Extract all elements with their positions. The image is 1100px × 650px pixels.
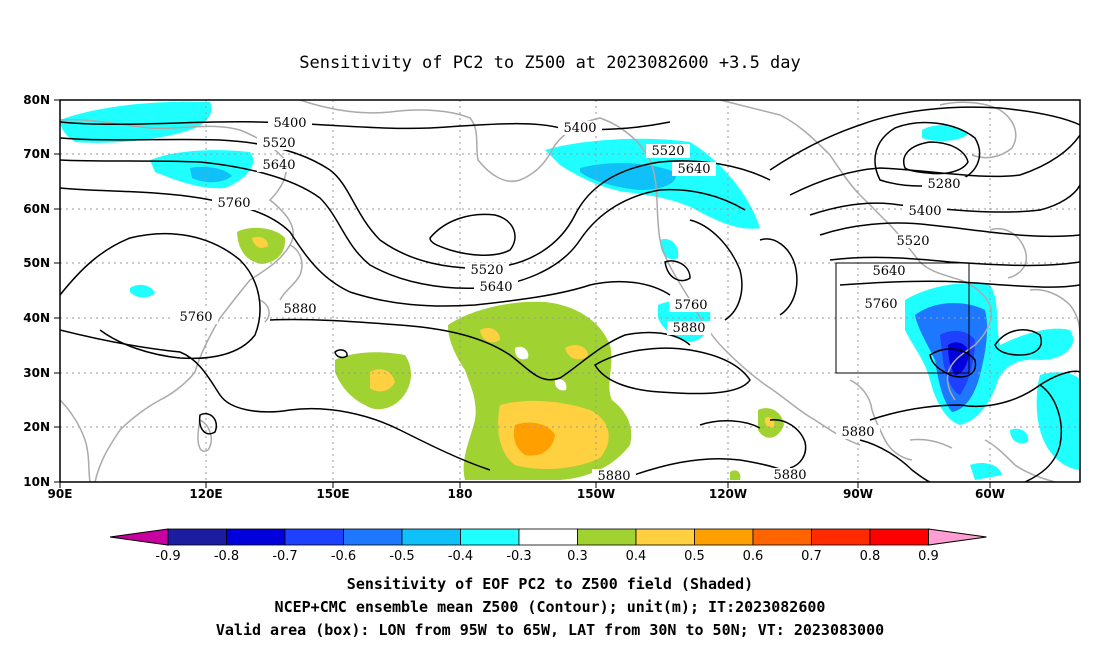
contour-label-5400: 5400 <box>908 204 941 219</box>
contour-label-5760: 5760 <box>674 298 707 313</box>
contour-label-5640: 5640 <box>677 162 710 177</box>
figure-title: Sensitivity of PC2 to Z500 at 2023082600… <box>299 53 801 73</box>
map-gridlines <box>60 100 1080 482</box>
shade-positive-region <box>730 470 741 480</box>
colorbar-label: -0.4 <box>448 549 473 564</box>
colorbar-arrow-low <box>109 528 169 546</box>
colorbar-label: 0.6 <box>743 549 764 564</box>
contour-label-5880: 5880 <box>672 321 705 336</box>
colorbar-swatch <box>694 528 754 546</box>
shade-positive-region <box>480 328 500 343</box>
lat-label: 70N <box>23 147 50 161</box>
colorbar-label: -0.8 <box>214 549 239 564</box>
lat-label: 60N <box>23 202 50 216</box>
caption-line-2: NCEP+CMC ensemble mean Z500 (Contour); u… <box>275 598 826 616</box>
latitude-labels: 80N 70N 60N 50N 40N 30N 20N 10N <box>23 93 50 489</box>
colorbar-swatch <box>343 528 403 546</box>
contour-label-5520: 5520 <box>470 263 503 278</box>
lat-label: 20N <box>23 420 50 434</box>
shade-positive-region <box>513 422 555 456</box>
lat-label: 40N <box>23 311 50 325</box>
z500-contours <box>60 106 1080 482</box>
contour-label-5520: 5520 <box>651 144 684 159</box>
shade-negative-region <box>580 163 676 190</box>
shade-positive-region <box>370 369 395 392</box>
colorbar-swatch <box>518 528 578 546</box>
contour-label-5400: 5400 <box>273 116 306 131</box>
contour-label-5880: 5880 <box>841 425 874 440</box>
colorbar <box>109 528 987 546</box>
shade-positive-region <box>554 379 567 391</box>
lon-label: 120W <box>709 487 747 501</box>
lon-label: 90E <box>48 487 73 501</box>
contour-label-5640: 5640 <box>262 158 295 173</box>
caption-line-3: Valid area (box): LON from 95W to 65W, L… <box>216 621 884 639</box>
lat-label: 30N <box>23 366 50 380</box>
shade-negative-region <box>1036 372 1080 470</box>
colorbar-label: -0.6 <box>331 549 356 564</box>
lon-label: 60W <box>975 487 1005 501</box>
lat-label: 10N <box>23 475 50 489</box>
contour-label-5520: 5520 <box>262 136 295 151</box>
contour-label-5640: 5640 <box>872 264 905 279</box>
colorbar-label: -0.9 <box>155 549 180 564</box>
colorbar-arrow-high <box>928 528 987 546</box>
shade-positive-region <box>565 345 588 360</box>
contour-label-5880: 5880 <box>597 469 630 484</box>
colorbar-swatch <box>635 528 695 546</box>
caption-line-1: Sensitivity of EOF PC2 to Z500 field (Sh… <box>347 575 753 593</box>
colorbar-label: 0.9 <box>918 549 939 564</box>
axis-ticks <box>54 99 991 488</box>
contour-label-5520: 5520 <box>896 234 929 249</box>
shade-negative-region <box>190 166 232 183</box>
lon-label: 180 <box>447 487 472 501</box>
shade-negative-region <box>948 342 969 375</box>
colorbar-swatch <box>226 528 286 546</box>
shade-positive-region <box>514 346 529 360</box>
lon-label: 150W <box>577 487 615 501</box>
colorbar-swatch <box>284 528 344 546</box>
contour-labels: 5400 5400 5400 5520 5520 5520 5520 5640 … <box>174 116 966 484</box>
colorbar-label: 0.7 <box>801 549 822 564</box>
colorbar-swatch <box>401 528 461 546</box>
lon-label: 90W <box>843 487 873 501</box>
colorbar-label: 0.3 <box>567 549 588 564</box>
contour-label-5880: 5880 <box>283 302 316 317</box>
shade-negative-region <box>970 463 1002 480</box>
colorbar-swatch <box>167 528 227 546</box>
shade-negative-region <box>922 125 968 142</box>
lon-label: 120E <box>189 487 222 501</box>
contour-label-5400: 5400 <box>563 121 596 136</box>
colorbar-label: -0.7 <box>272 549 297 564</box>
colorbar-label: 0.4 <box>626 549 647 564</box>
shade-negative-region <box>1010 428 1029 444</box>
contour-label-5880: 5880 <box>773 468 806 483</box>
lat-label: 50N <box>23 256 50 270</box>
contour-label-5280: 5280 <box>927 177 960 192</box>
contour-label-5760: 5760 <box>217 196 250 211</box>
colorbar-swatch <box>811 528 871 546</box>
contour-label-5640: 5640 <box>479 280 512 295</box>
colorbar-swatch <box>577 528 637 546</box>
colorbar-label: -0.3 <box>506 549 531 564</box>
colorbar-swatch <box>752 528 812 546</box>
map-frame <box>59 99 1081 483</box>
colorbar-label: -0.5 <box>389 549 414 564</box>
longitude-labels: 90E 120E 150E 180 150W 120W 90W 60W <box>48 487 1005 501</box>
colorbar-labels: -0.9 -0.8 -0.7 -0.6 -0.5 -0.4 -0.3 0.3 0.4 0.5 0.6… <box>155 549 939 564</box>
shade-positive-region <box>252 236 268 248</box>
lon-label: 150E <box>316 487 349 501</box>
shade-negative-region <box>130 284 155 298</box>
contour-label-5760: 5760 <box>179 310 212 325</box>
colorbar-swatch <box>460 528 520 546</box>
lat-label: 80N <box>23 93 50 107</box>
valid-area-box <box>835 262 970 374</box>
colorbar-label: 0.5 <box>684 549 705 564</box>
colorbar-label: 0.8 <box>860 549 881 564</box>
shade-negative-region <box>60 101 212 143</box>
colorbar-swatch <box>869 528 929 546</box>
contour-label-5760: 5760 <box>864 297 897 312</box>
